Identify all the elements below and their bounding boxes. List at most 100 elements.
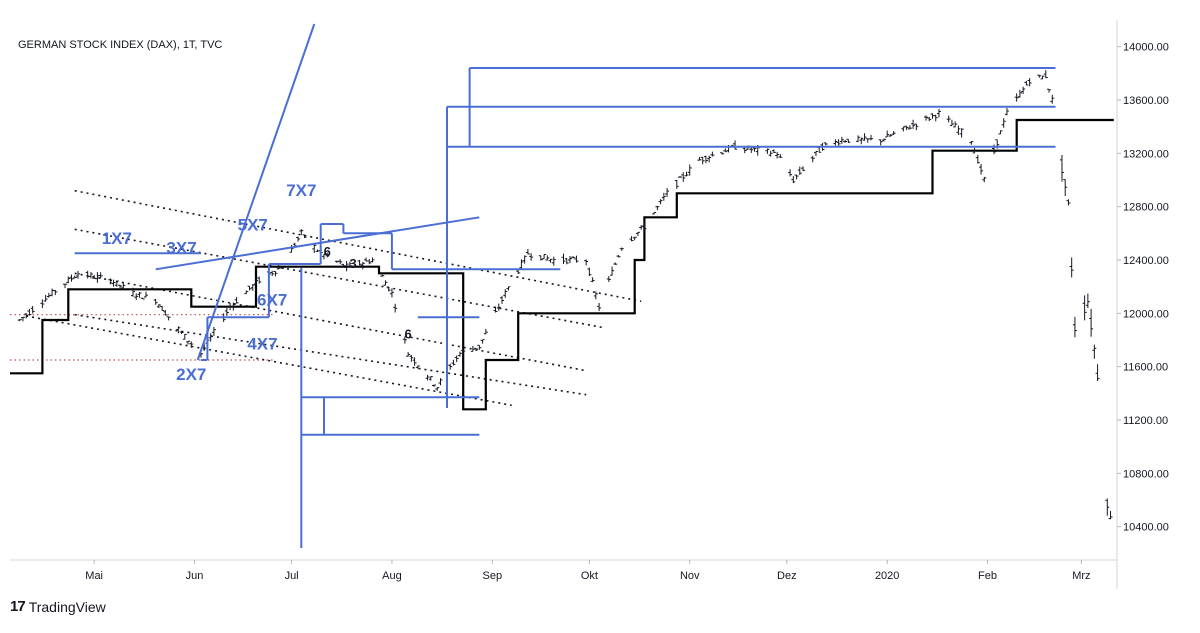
- price-bar: [357, 259, 362, 266]
- price-bar: [186, 340, 191, 345]
- price-bar: [1050, 94, 1055, 104]
- price-bar: [632, 236, 637, 241]
- price-bar: [325, 252, 330, 258]
- price-bar: [665, 188, 670, 197]
- price-bar: [279, 265, 284, 269]
- price-bar: [982, 176, 987, 183]
- price-bar: [40, 299, 45, 309]
- price-bar: [189, 341, 194, 348]
- price-bar: [121, 282, 126, 290]
- price-bar: [593, 291, 598, 300]
- price-bar: [208, 333, 213, 342]
- count-label: 6: [324, 244, 331, 259]
- price-bar: [567, 256, 572, 264]
- price-bar: [454, 355, 459, 363]
- price-bar: [1072, 316, 1077, 338]
- price-bar: [402, 336, 407, 344]
- price-bar: [451, 359, 456, 366]
- price-bar: [1017, 89, 1022, 98]
- blue-drawing-line: [155, 216, 480, 271]
- price-bar: [1108, 510, 1113, 520]
- price-bar: [674, 179, 679, 189]
- price-bar: [797, 166, 802, 175]
- y-tick-label: 10400.00: [1123, 522, 1169, 534]
- price-bar: [843, 139, 848, 143]
- price-bar: [224, 307, 229, 316]
- price-bar: [846, 138, 851, 144]
- price-bar: [1040, 75, 1045, 80]
- price-bar: [538, 255, 543, 261]
- price-bar: [231, 302, 236, 311]
- price-bars: [17, 70, 1113, 520]
- price-bar: [1014, 93, 1019, 102]
- price-bar: [1043, 70, 1048, 79]
- price-bar: [891, 130, 896, 135]
- price-bar: [506, 286, 511, 291]
- price-bar: [998, 130, 1003, 135]
- price-bar: [88, 272, 93, 279]
- price-bar: [1069, 257, 1074, 278]
- price-bar: [904, 125, 909, 131]
- blue-drawing-line: [196, 23, 316, 361]
- price-bar: [20, 316, 25, 322]
- price-bar: [30, 305, 35, 314]
- dotted-channel-line: [74, 189, 642, 303]
- price-bar: [545, 255, 550, 261]
- price-bar: [114, 280, 119, 287]
- y-tick-label: 12400.00: [1123, 255, 1169, 267]
- dotted-channel-line: [74, 313, 587, 396]
- x-tick-label: 2020: [875, 570, 899, 582]
- price-bar: [642, 222, 647, 232]
- price-bar: [969, 141, 974, 145]
- price-bar: [370, 257, 375, 263]
- price-bar: [1063, 179, 1068, 197]
- x-tick-label: Mrz: [1072, 570, 1090, 582]
- price-bar: [1001, 118, 1006, 128]
- price-bar: [344, 260, 349, 272]
- price-bar: [771, 149, 776, 154]
- y-tick-label: 12800.00: [1123, 202, 1169, 214]
- gann-label: 6X7: [257, 290, 287, 309]
- price-bar: [700, 156, 705, 165]
- price-bar: [470, 345, 475, 352]
- x-tick-label: Jun: [186, 570, 204, 582]
- price-bar: [425, 374, 430, 381]
- price-bar: [529, 253, 534, 261]
- price-bar: [616, 255, 621, 258]
- price-bar: [590, 277, 595, 283]
- price-bar: [681, 172, 686, 182]
- gann-label: 2X7: [176, 365, 206, 384]
- red-dotted-lines: [10, 314, 276, 361]
- price-bar: [661, 192, 666, 201]
- price-bar: [163, 310, 168, 316]
- price-bar: [393, 303, 398, 313]
- tradingview-logo[interactable]: 17 TradingView: [10, 598, 106, 615]
- price-bar: [956, 125, 961, 135]
- price-bar: [1024, 80, 1029, 86]
- price-bar: [438, 378, 443, 386]
- price-bar: [156, 304, 161, 309]
- price-bar: [1066, 199, 1071, 206]
- price-bar: [907, 125, 912, 130]
- price-bar: [775, 151, 780, 159]
- price-bar: [684, 171, 689, 177]
- price-bar: [234, 296, 239, 304]
- annotations: 7X7 1X7 3X7 5X7 6X7 4X7 2X7 6 3 6: [102, 181, 412, 384]
- y-tick-label: 11200.00: [1123, 415, 1168, 427]
- chart-title: GERMAN STOCK INDEX (DAX), 1T, TVC: [18, 39, 222, 51]
- price-bar: [1037, 74, 1042, 78]
- price-bar: [244, 290, 249, 295]
- price-bar: [1089, 308, 1094, 337]
- x-tick-label: Sep: [483, 570, 503, 582]
- price-bar: [519, 259, 524, 269]
- price-bar: [972, 148, 977, 154]
- price-bar: [953, 121, 958, 128]
- price-bar: [360, 261, 365, 270]
- black-step-line: [10, 118, 1114, 411]
- price-bar: [639, 225, 644, 230]
- gann-label: 1X7: [102, 229, 132, 248]
- price-bar: [658, 199, 663, 205]
- price-bar: [176, 326, 181, 334]
